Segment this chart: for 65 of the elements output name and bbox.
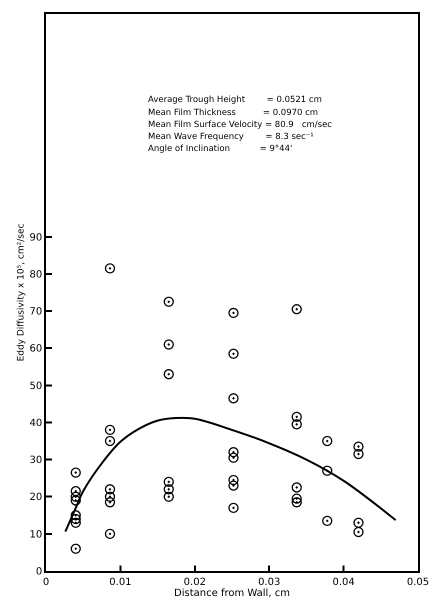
- annotation: Mean Wave Frequency = 8.3 sec⁻¹: [148, 132, 314, 142]
- point: [104, 484, 116, 494]
- y-tick-label: 90: [30, 232, 42, 244]
- x-tick-label: 0.02: [184, 576, 206, 588]
- x-tick-label: 0.05: [406, 576, 430, 588]
- x-axis-title: Distance from Wall, cm: [174, 588, 290, 599]
- y-tick-label: 40: [30, 418, 42, 429]
- point: [104, 492, 116, 502]
- point: [322, 466, 332, 476]
- point: [292, 482, 302, 493]
- point: [353, 526, 364, 538]
- y-tick-label: 10: [30, 529, 42, 540]
- point: [164, 484, 174, 494]
- annotation: Mean Film Surface Velocity = 80.9 cm/sec: [148, 120, 332, 130]
- point: [104, 436, 116, 446]
- y-tick-label: 70: [30, 306, 42, 318]
- annotation: Angle of Inclination = 9°44': [148, 144, 292, 154]
- point: [104, 528, 116, 540]
- point: [228, 393, 239, 404]
- point: [70, 518, 81, 528]
- annotation: Average Trough Height = 0.0521 cm: [148, 95, 322, 105]
- point: [70, 495, 81, 506]
- point: [292, 412, 302, 422]
- point: [164, 492, 174, 502]
- x-tick-label: 0.04: [332, 576, 355, 588]
- x-tick-label: 0.03: [258, 576, 280, 588]
- point: [164, 369, 174, 380]
- point: [228, 452, 239, 463]
- line-series: [64, 416, 397, 533]
- y-tick-label: 80: [30, 269, 42, 280]
- point: [292, 493, 302, 504]
- y-axis-title: Eddy Diffusivity x 10⁵, cm²/sec: [16, 224, 26, 362]
- point: [292, 497, 302, 508]
- y-tick-label: 50: [30, 380, 42, 392]
- point: [228, 447, 239, 458]
- point: [104, 497, 116, 508]
- point: [228, 502, 239, 514]
- point: [104, 263, 116, 274]
- point: [353, 448, 364, 460]
- point: [164, 476, 174, 488]
- point: [104, 424, 116, 436]
- point: [228, 308, 239, 318]
- y-tick-label: 60: [30, 344, 42, 355]
- y-tick-label: 0: [36, 566, 42, 578]
- point: [322, 436, 332, 446]
- point: [70, 544, 81, 554]
- point: [292, 419, 302, 430]
- x-tick-label: 0.01: [109, 576, 132, 588]
- point: [353, 518, 364, 528]
- point: [353, 441, 364, 452]
- y-tick-label: 30: [30, 455, 42, 466]
- point: [164, 339, 174, 350]
- x-tick-label: 0: [42, 576, 50, 588]
- point: [164, 296, 174, 307]
- point: [70, 510, 81, 520]
- point: [228, 348, 239, 359]
- point: [70, 486, 81, 496]
- point: [292, 304, 302, 314]
- point: [70, 492, 81, 502]
- point: [322, 516, 332, 526]
- point: [228, 474, 239, 486]
- point: [228, 480, 239, 491]
- annotation: Mean Film Thickness = 0.0970 cm: [148, 108, 318, 118]
- y-tick-label: 20: [30, 492, 42, 504]
- point: [70, 467, 81, 478]
